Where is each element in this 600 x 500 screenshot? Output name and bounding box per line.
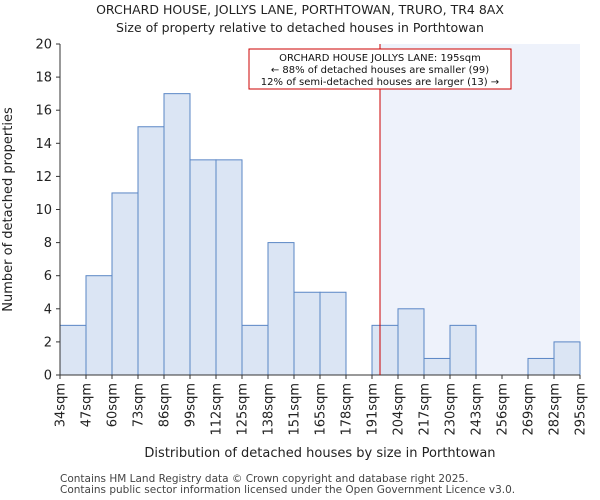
x-tick-label: 47sqm xyxy=(80,383,95,427)
x-tick-label: 269sqm xyxy=(522,383,537,436)
annotation-line-3: 12% of semi-detached houses are larger (… xyxy=(261,77,499,88)
histogram-bar xyxy=(267,242,295,376)
x-tick-label: 191sqm xyxy=(366,383,381,436)
histogram-bar xyxy=(397,308,425,376)
chart-subtitle: Size of property relative to detached ho… xyxy=(116,20,484,35)
x-tick-label: 86sqm xyxy=(158,383,173,427)
histogram-bar xyxy=(293,291,321,376)
x-tick-label: 243sqm xyxy=(470,383,485,436)
y-tick-label: 6 xyxy=(44,269,52,284)
histogram-bar xyxy=(85,275,113,376)
x-tick-label: 112sqm xyxy=(210,383,225,436)
x-tick-label: 34sqm xyxy=(54,383,69,427)
y-tick-label: 10 xyxy=(35,203,52,218)
x-tick-label: 295sqm xyxy=(574,383,589,436)
footer-copyright: Contains HM Land Registry data © Crown c… xyxy=(60,473,469,485)
y-tick-label: 4 xyxy=(44,302,52,317)
x-tick-label: 99sqm xyxy=(184,383,199,427)
x-tick-label: 256sqm xyxy=(496,383,511,436)
y-tick-label: 12 xyxy=(35,170,52,185)
x-tick-label: 178sqm xyxy=(340,383,355,436)
x-tick-label: 282sqm xyxy=(548,383,563,436)
annotation-box xyxy=(248,48,512,90)
x-tick-label: 217sqm xyxy=(418,383,433,436)
footer-licence: Contains public sector information licen… xyxy=(60,484,516,496)
histogram-bar xyxy=(423,357,451,376)
annotation-line-1: ORCHARD HOUSE JOLLYS LANE: 195sqm xyxy=(279,53,481,64)
x-tick-label: 138sqm xyxy=(262,383,277,436)
y-tick-label: 16 xyxy=(35,104,52,119)
annotation-line-2: ← 88% of detached houses are smaller (99… xyxy=(271,65,489,76)
histogram-bar xyxy=(319,291,347,376)
x-tick-label: 73sqm xyxy=(132,383,147,427)
x-axis-label: Distribution of detached houses by size … xyxy=(144,446,495,461)
y-axis-label: Number of detached properties xyxy=(1,107,16,312)
y-tick-label: 20 xyxy=(35,38,52,53)
y-tick-label: 18 xyxy=(35,71,52,86)
histogram-bar xyxy=(189,159,217,376)
histogram-bar xyxy=(241,324,269,376)
histogram-bar xyxy=(527,357,555,376)
x-tick-label: 60sqm xyxy=(106,383,121,427)
y-tick-label: 8 xyxy=(44,236,52,251)
y-tick-label: 0 xyxy=(44,369,52,384)
histogram-bar xyxy=(553,341,581,376)
histogram-bar xyxy=(111,192,139,376)
histogram-bar xyxy=(449,324,477,376)
x-tick-label: 204sqm xyxy=(392,383,407,436)
y-tick-label: 2 xyxy=(44,335,52,350)
chart-title: ORCHARD HOUSE, JOLLYS LANE, PORTHTOWAN, … xyxy=(96,2,504,17)
x-tick-label: 151sqm xyxy=(288,383,303,436)
histogram-bar xyxy=(163,93,191,376)
histogram-bar xyxy=(215,159,243,376)
y-tick-label: 14 xyxy=(35,137,52,152)
x-tick-label: 165sqm xyxy=(314,383,329,436)
x-tick-label: 230sqm xyxy=(444,383,459,436)
x-tick-label: 125sqm xyxy=(236,383,251,436)
histogram-bar xyxy=(137,126,165,376)
histogram-bar xyxy=(59,324,87,376)
histogram-bar xyxy=(371,324,399,376)
